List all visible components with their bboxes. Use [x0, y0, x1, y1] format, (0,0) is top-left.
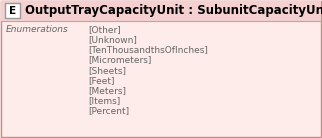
Bar: [5, 3, 20, 18]
Text: [Other]: [Other]: [88, 25, 121, 34]
Text: [Micrometers]: [Micrometers]: [88, 56, 151, 65]
Text: [Feet]: [Feet]: [88, 76, 115, 85]
Text: [Sheets]: [Sheets]: [88, 66, 126, 75]
Text: [Meters]: [Meters]: [88, 86, 126, 95]
Text: Enumerations: Enumerations: [6, 25, 69, 34]
Text: [TenThousandthsOfInches]: [TenThousandthsOfInches]: [88, 45, 208, 54]
Text: [Items]: [Items]: [88, 96, 120, 105]
Text: [Unknown]: [Unknown]: [88, 35, 137, 44]
Text: [Percent]: [Percent]: [88, 107, 129, 116]
Text: E: E: [9, 6, 16, 15]
Bar: [1, 1, 321, 21]
Text: OutputTrayCapacityUnit : SubunitCapacityUnitWKV: OutputTrayCapacityUnit : SubunitCapacity…: [25, 4, 322, 17]
